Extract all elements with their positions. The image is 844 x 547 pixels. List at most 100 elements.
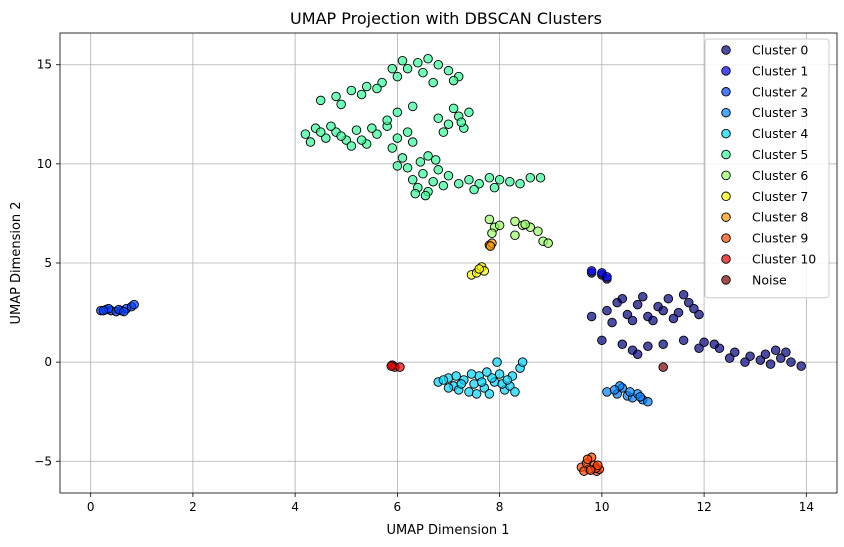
data-point [438,375,449,385]
series-cluster-9 [576,452,605,476]
legend-marker [721,233,731,243]
data-point [494,220,505,231]
data-point [607,317,617,328]
legend-label: Cluster 10 [752,252,816,267]
series-noise [658,362,668,372]
data-point [397,56,408,66]
data-point [663,293,674,304]
data-point [415,157,426,167]
data-point [430,155,441,165]
data-point [617,293,628,304]
data-point [602,387,612,397]
y-tick-label: −5 [34,454,52,468]
data-point [586,266,597,276]
data-point [593,460,603,470]
data-point [402,63,413,74]
data-point [724,353,735,363]
data-point [464,174,474,185]
data-point [494,369,505,379]
series-cluster-3 [602,381,653,407]
data-point [346,141,357,151]
legend-label: Cluster 5 [752,147,808,162]
data-point [418,67,428,78]
data-point [625,387,635,397]
data-point [453,178,464,189]
data-point [382,115,392,125]
data-point [443,171,454,181]
data-point [386,361,396,371]
data-point [796,361,806,371]
legend-item: Cluster 7 [721,189,808,204]
data-point [668,313,679,324]
data-point [392,133,403,143]
data-point [336,99,346,110]
data-point [760,349,771,359]
series-cluster-10 [386,360,405,372]
data-point [602,305,612,316]
data-point [433,59,444,70]
data-point [643,397,653,407]
data-point [694,343,704,354]
data-point [321,133,331,143]
data-point [438,127,449,137]
data-point [781,347,791,357]
data-point [300,129,311,139]
data-point [471,389,482,399]
y-tick-label: 10 [37,157,52,171]
data-point [119,306,129,317]
data-point [433,113,444,124]
data-point [622,309,633,320]
data-point [407,101,418,112]
data-point [678,335,689,346]
data-point [433,165,444,175]
data-point [694,309,704,320]
data-point [643,341,653,352]
x-axis-label: UMAP Dimension 1 [386,523,509,538]
x-tick-label: 4 [291,500,299,514]
y-tick-label: 5 [44,256,52,270]
data-point [765,359,776,369]
x-tick-label: 2 [189,500,197,514]
legend-item: Cluster 5 [721,147,808,162]
data-point [428,77,438,88]
y-tick-label: 15 [37,58,52,72]
data-point [505,176,515,187]
data-point [407,174,418,185]
data-point [420,190,431,201]
data-point [510,216,520,227]
data-point [423,151,433,161]
x-tick-label: 10 [594,500,609,514]
legend-item: Cluster 3 [721,105,808,120]
x-tick-label: 8 [496,500,504,514]
data-point [474,178,484,189]
legend-marker [721,191,731,202]
legend-marker [721,212,731,222]
data-point [443,119,454,129]
data-point [476,377,487,387]
data-point [372,83,382,94]
data-point [428,176,438,187]
data-point [326,121,336,131]
data-point [392,161,403,171]
data-point [617,339,628,350]
series-cluster-5 [300,54,546,201]
legend-item: Cluster 8 [721,210,808,225]
legend-label: Noise [752,272,787,287]
legend-marker [721,45,731,55]
data-point [699,337,709,348]
data-point [484,172,495,183]
data-point [745,351,755,361]
legend-item: Cluster 2 [721,84,808,99]
legend-label: Cluster 1 [752,63,808,78]
x-tick-label: 6 [394,500,402,514]
data-point [351,125,362,135]
data-point [331,91,341,102]
data-point [484,214,495,225]
data-point [602,272,612,282]
data-point [492,357,502,367]
data-point [361,81,372,92]
data-point [451,371,461,381]
data-point [356,135,367,145]
data-point [689,303,699,314]
